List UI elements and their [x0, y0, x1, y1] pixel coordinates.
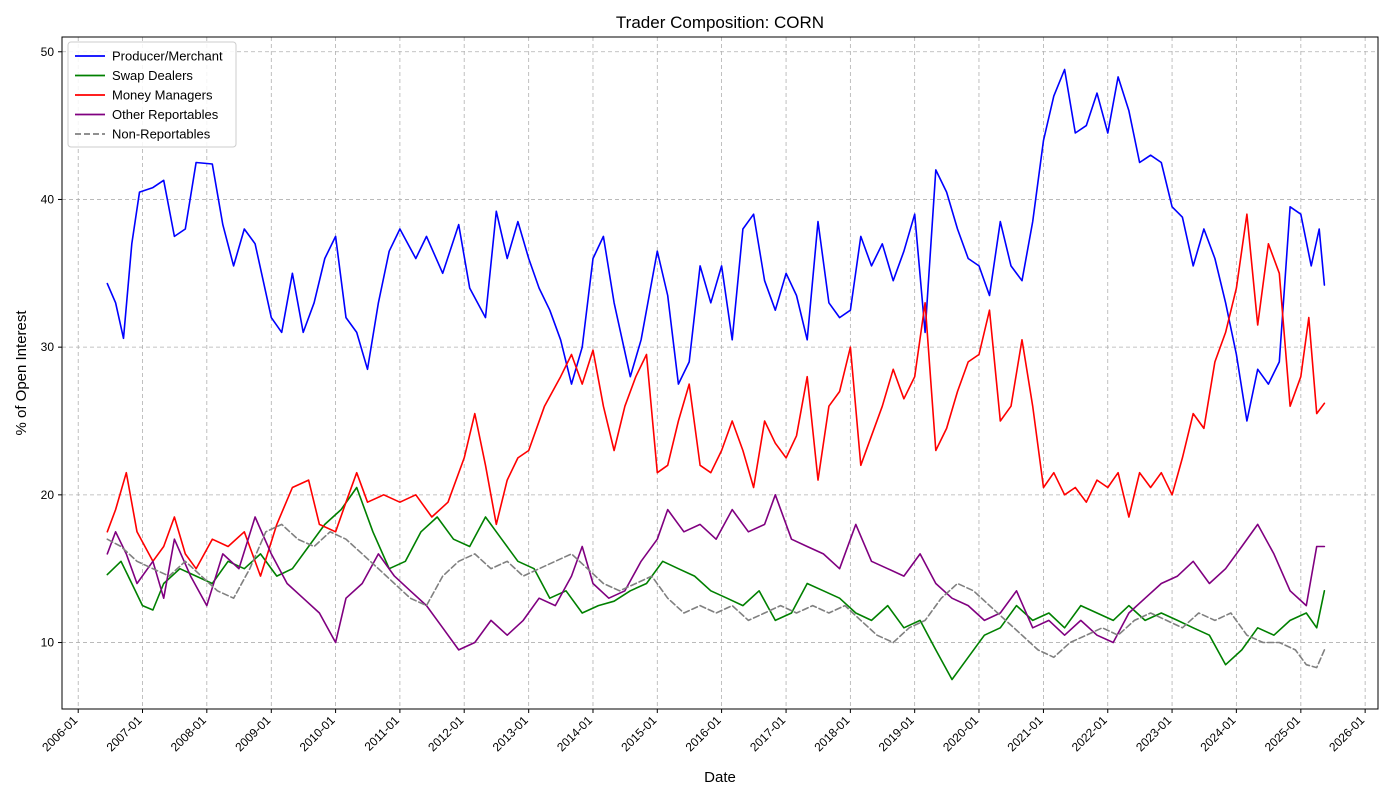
x-axis-title: Date [704, 769, 736, 786]
series-line-swap-dealers [106, 486, 1326, 681]
x-tick-label: 2020-01 [940, 713, 981, 754]
x-tick-label: 2007-01 [104, 713, 145, 754]
legend: Producer/Merchant Swap Dealers Money Manag… [67, 41, 237, 148]
x-tick-label: 2019-01 [876, 713, 917, 754]
series-line-money-managers [106, 213, 1326, 577]
x-tick-label: 2006-01 [39, 713, 80, 754]
grid [62, 37, 1378, 709]
axes: 10 20 30 40 50 2006-01 2007-01 2008-01 2009-01 20… [39, 36, 1379, 754]
x-tick-label: 2023-01 [1133, 713, 1174, 754]
x-tick-label: 2013-01 [490, 713, 531, 754]
series-line-producer-merchant [106, 68, 1326, 422]
x-tick-label: 2011-01 [362, 713, 403, 754]
chart-title: Trader Composition: CORN [616, 13, 824, 32]
x-tick-label: 2022-01 [1069, 713, 1110, 754]
legend-label: Swap Dealers [112, 68, 193, 83]
series-line-non-reportables [106, 523, 1326, 669]
y-tick-label: 40 [41, 192, 55, 206]
x-tick-label: 2012-01 [425, 713, 466, 754]
x-tick-label: 2014-01 [554, 713, 595, 754]
plot-area [106, 68, 1326, 681]
y-axis-title: % of Open Interest [13, 310, 30, 436]
legend-label: Non-Reportables [112, 127, 211, 142]
legend-label: Money Managers [112, 88, 213, 103]
x-tick-label: 2016-01 [683, 713, 724, 754]
plot-frame [61, 36, 1379, 710]
x-tick-label: 2021-01 [1005, 713, 1046, 754]
x-tick-label: 2010-01 [297, 713, 338, 754]
y-tick-label: 10 [41, 636, 55, 650]
y-tick-label: 20 [41, 488, 55, 502]
y-tick-label: 50 [41, 45, 55, 59]
legend-label: Producer/Merchant [112, 49, 223, 64]
legend-label: Other Reportables [112, 107, 219, 122]
series-line-other-reportables [106, 494, 1326, 651]
x-tick-label: 2024-01 [1197, 713, 1238, 754]
x-tick-label: 2009-01 [232, 713, 273, 754]
x-tick-label: 2018-01 [811, 713, 852, 754]
legend-items: Producer/Merchant Swap Dealers Money Manag… [75, 49, 223, 142]
x-tick-label: 2015-01 [618, 713, 659, 754]
y-tick-label: 30 [41, 340, 55, 354]
x-tick-label: 2026-01 [1326, 713, 1367, 754]
x-tick-label: 2017-01 [747, 713, 788, 754]
x-tick-label: 2008-01 [168, 713, 209, 754]
x-tick-label: 2025-01 [1262, 713, 1303, 754]
legend-box [67, 41, 237, 148]
